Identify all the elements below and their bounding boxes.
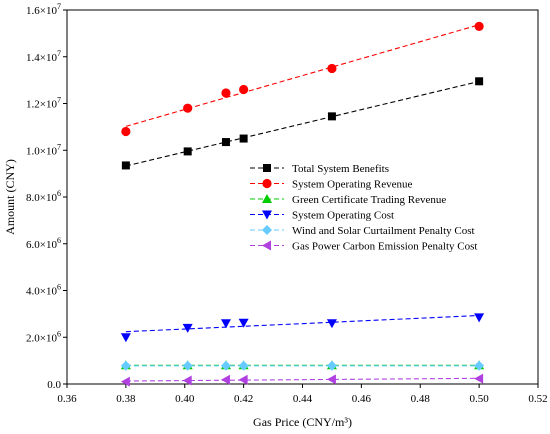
y-tick-exponent: 7 <box>57 49 61 58</box>
data-point-series-0 <box>327 112 336 121</box>
x-axis-title: Gas Price (CNY/m³) <box>253 415 352 429</box>
y-axis-title: Amount (CNY) <box>3 159 17 235</box>
y-tick-exponent: 7 <box>57 96 61 105</box>
y-tick-label: 1.4×107 <box>26 49 61 64</box>
y-tick-mantissa: 1.6×10 <box>26 5 57 17</box>
legend-label: Gas Power Carbon Emission Penalty Cost <box>292 241 477 253</box>
y-tick-mantissa: 6.0×10 <box>26 239 57 251</box>
y-tick-mantissa: 1.2×10 <box>26 99 57 111</box>
data-point-series-3 <box>220 319 231 329</box>
data-point-series-0 <box>183 147 192 156</box>
y-tick-mantissa: 0.0 <box>47 379 61 391</box>
y-tick-label: 4.0×106 <box>26 283 61 298</box>
trendline-series-5 <box>125 377 480 382</box>
legend-marker <box>263 164 271 172</box>
data-point-series-0 <box>239 134 248 143</box>
y-tick-mantissa: 1.0×10 <box>26 145 57 157</box>
data-point-series-4 <box>182 360 193 371</box>
y-tick-label: 0.0 <box>47 379 61 391</box>
data-point-series-4 <box>474 360 485 371</box>
legend-marker <box>262 210 272 220</box>
x-tick-label: 0.38 <box>116 393 136 405</box>
data-point-series-4 <box>120 360 131 371</box>
data-point-series-1 <box>183 103 193 113</box>
y-tick-exponent: 6 <box>57 236 61 245</box>
y-tick-mantissa: 8.0×10 <box>26 192 57 204</box>
x-tick-label: 0.46 <box>352 393 372 405</box>
data-point-series-1 <box>327 63 337 74</box>
data-point-series-5 <box>120 376 130 387</box>
data-point-series-1 <box>474 21 484 31</box>
y-tick-mantissa: 1.4×10 <box>26 52 57 64</box>
legend-label: System Operating Revenue <box>292 179 412 191</box>
legend-label: Total System Benefits <box>292 163 389 175</box>
data-point-series-0 <box>475 77 484 86</box>
y-tick-label: 8.0×106 <box>26 189 61 204</box>
y-tick-exponent: 7 <box>57 142 61 151</box>
y-tick-label: 2.0×106 <box>26 329 61 344</box>
y-tick-exponent: 6 <box>57 329 61 338</box>
y-tick-label: 1.0×107 <box>26 142 61 157</box>
x-tick-label: 0.52 <box>528 393 547 405</box>
data-point-series-4 <box>326 360 337 371</box>
y-tick-exponent: 7 <box>57 2 61 11</box>
y-tick-label: 1.6×107 <box>26 2 61 17</box>
data-point-series-3 <box>238 318 249 328</box>
data-point-series-4 <box>220 360 231 371</box>
y-tick-exponent: 6 <box>57 283 61 292</box>
legend-marker <box>262 240 271 251</box>
legend-marker <box>262 194 272 203</box>
data-point-series-1 <box>239 84 249 95</box>
y-tick-exponent: 6 <box>57 189 61 198</box>
trendline-series-1 <box>125 24 480 127</box>
trendline-series-0 <box>125 80 480 167</box>
data-point-series-1 <box>221 88 231 98</box>
x-tick-label: 0.40 <box>175 393 195 405</box>
legend-marker <box>262 225 272 235</box>
x-tick-label: 0.44 <box>293 393 313 405</box>
data-point-series-3 <box>120 333 131 343</box>
data-point-series-3 <box>474 313 485 323</box>
data-point-series-0 <box>121 161 130 170</box>
y-tick-label: 1.2×107 <box>26 96 61 111</box>
y-tick-label: 6.0×106 <box>26 236 61 251</box>
trendline-series-3 <box>125 314 480 333</box>
x-tick-label: 0.42 <box>234 393 253 405</box>
data-point-series-5 <box>326 374 336 385</box>
data-point-series-5 <box>238 374 248 385</box>
data-point-series-5 <box>182 375 192 386</box>
legend-label: System Operating Cost <box>292 210 394 222</box>
data-point-series-0 <box>221 138 230 147</box>
legend-marker <box>262 178 272 189</box>
x-tick-label: 0.50 <box>470 393 490 405</box>
y-tick-mantissa: 4.0×10 <box>26 286 57 298</box>
data-point-series-4 <box>238 360 249 371</box>
x-tick-label: 0.48 <box>411 393 431 405</box>
legend-label: Wind and Solar Curtailment Penalty Cost <box>292 225 475 237</box>
x-tick-label: 0.36 <box>57 393 77 405</box>
data-point-series-3 <box>326 319 337 329</box>
legend-label: Green Certificate Trading Revenue <box>292 194 446 206</box>
y-tick-mantissa: 2.0×10 <box>26 332 57 344</box>
data-point-series-5 <box>220 374 230 385</box>
data-point-series-3 <box>182 323 193 333</box>
data-point-series-5 <box>474 373 484 384</box>
data-point-series-1 <box>121 126 131 137</box>
